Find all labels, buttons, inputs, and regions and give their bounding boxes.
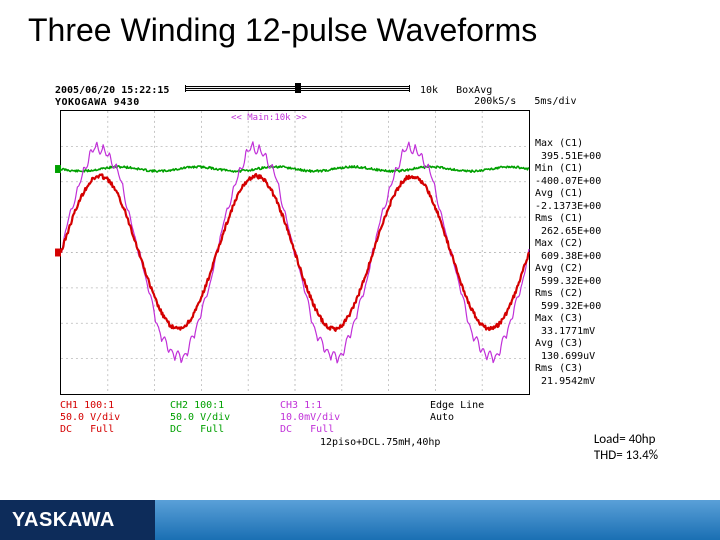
timestamp: 2005/06/20 15:22:15 — [55, 85, 169, 96]
annotation-thd: THD= 13.4% — [594, 448, 658, 464]
acquisition-info: 10k BoxAvg 200kS/s 5ms/div — [420, 85, 577, 107]
instrument-brand: YOKOGAWA 9430 — [55, 97, 140, 108]
oscilloscope-capture: 2005/06/20 15:22:15 YOKOGAWA 9430 10k Bo… — [50, 85, 650, 455]
brand-logo: YASKAWA — [0, 500, 155, 540]
channel-settings: CH1 100:1CH2 100:1CH3 1:150.0 V/div50.0 … — [60, 400, 390, 436]
footer-bar — [155, 500, 720, 540]
trigger-info: Edge LineAuto — [430, 400, 484, 424]
traces — [61, 111, 529, 394]
annotation-load: Load= 40hp — [594, 432, 658, 448]
capture-filename: 12piso+DCL.75mH,40hp — [320, 437, 440, 448]
measurement-readout: Max (C1) 395.51E+00Min (C1)-400.07E+00Av… — [535, 110, 650, 388]
scope-frame: 2005/06/20 15:22:15 YOKOGAWA 9430 10k Bo… — [50, 85, 650, 455]
slide: Three Winding 12-pulse Waveforms 2005/06… — [0, 0, 720, 540]
slide-title: Three Winding 12-pulse Waveforms — [28, 12, 537, 49]
memory-scrollbar — [185, 85, 410, 97]
waveform-plot: << Main:10k >> — [60, 110, 530, 395]
annotation-text: Load= 40hp THD= 13.4% — [594, 432, 658, 463]
